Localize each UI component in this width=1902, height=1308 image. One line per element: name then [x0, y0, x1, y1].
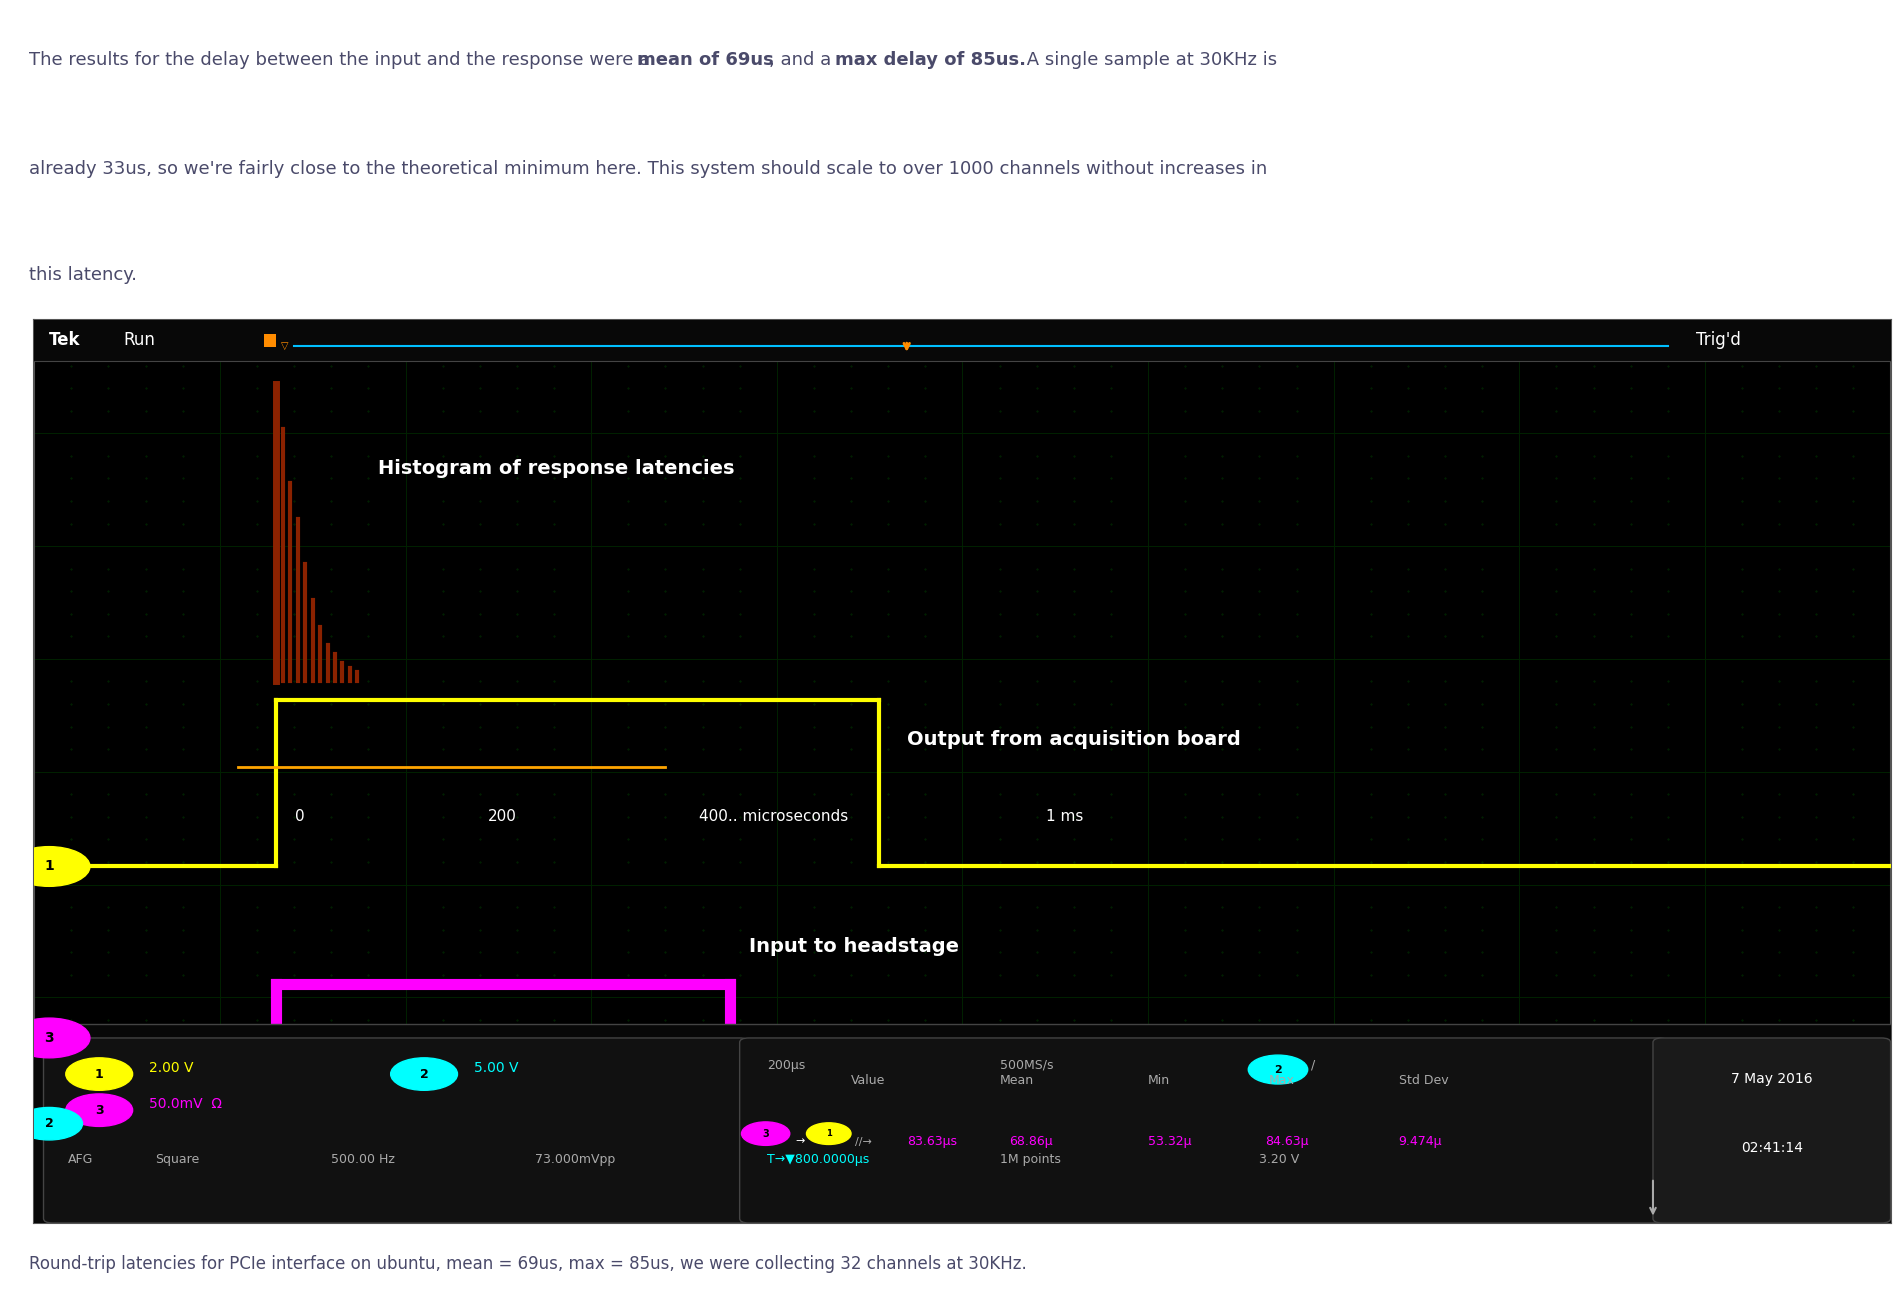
- Text: 50.0mV  Ω: 50.0mV Ω: [150, 1097, 223, 1110]
- Text: 3: 3: [44, 1031, 53, 1045]
- Text: 73.000mVpp: 73.000mVpp: [536, 1152, 616, 1165]
- Bar: [34, 1024, 1891, 1223]
- Text: T: T: [266, 335, 274, 345]
- Text: Input to headstage: Input to headstage: [749, 938, 959, 956]
- FancyBboxPatch shape: [1653, 1039, 1891, 1223]
- Text: max delay of 85us.: max delay of 85us.: [835, 51, 1027, 69]
- Text: 68.86μ: 68.86μ: [1008, 1135, 1052, 1148]
- Circle shape: [1248, 1056, 1309, 1084]
- Text: 1 ms: 1 ms: [1046, 810, 1084, 824]
- Text: 0: 0: [295, 810, 304, 824]
- Text: 500.00 Hz: 500.00 Hz: [331, 1152, 396, 1165]
- Text: this latency.: this latency.: [29, 266, 137, 284]
- Text: Output from acquisition board: Output from acquisition board: [907, 730, 1240, 748]
- Text: Histogram of response latencies: Histogram of response latencies: [378, 459, 734, 477]
- Text: Tek: Tek: [49, 331, 80, 349]
- Text: 2: 2: [1274, 1065, 1282, 1075]
- Text: Value: Value: [850, 1074, 886, 1087]
- FancyBboxPatch shape: [740, 1039, 1668, 1223]
- Text: 1: 1: [825, 1129, 831, 1138]
- Text: Run: Run: [124, 331, 156, 349]
- Text: 5.00 V: 5.00 V: [474, 1061, 519, 1075]
- Text: Mean: Mean: [1000, 1074, 1033, 1087]
- Text: ▽: ▽: [281, 340, 289, 351]
- Text: 53.32μ: 53.32μ: [1149, 1135, 1191, 1148]
- Text: Round-trip latencies for PCIe interface on ubuntu, mean = 69us, max = 85us, we w: Round-trip latencies for PCIe interface …: [29, 1254, 1027, 1273]
- Text: //→: //→: [854, 1137, 871, 1147]
- Text: 1: 1: [95, 1067, 103, 1080]
- Text: 2: 2: [420, 1067, 428, 1080]
- Text: 1M points: 1M points: [1000, 1152, 1061, 1165]
- Circle shape: [806, 1122, 850, 1144]
- Text: mean of 69us: mean of 69us: [637, 51, 774, 69]
- Text: 2: 2: [46, 1117, 53, 1130]
- Text: 02:41:14: 02:41:14: [1740, 1141, 1803, 1155]
- Text: 83.63μs: 83.63μs: [907, 1135, 957, 1148]
- Circle shape: [67, 1093, 133, 1126]
- Text: 2.00 V: 2.00 V: [150, 1061, 194, 1075]
- Circle shape: [67, 1058, 133, 1091]
- Circle shape: [15, 1108, 82, 1141]
- FancyBboxPatch shape: [44, 1039, 749, 1223]
- Text: 3: 3: [763, 1129, 768, 1139]
- Text: AFG: AFG: [68, 1152, 93, 1165]
- Text: 200μs: 200μs: [768, 1058, 806, 1071]
- Text: T→▼800.0000μs: T→▼800.0000μs: [768, 1152, 869, 1165]
- Circle shape: [742, 1122, 789, 1146]
- Text: Trig'd: Trig'd: [1697, 331, 1740, 349]
- Text: , and a: , and a: [770, 51, 837, 69]
- Text: 1: 1: [44, 859, 53, 874]
- Circle shape: [390, 1058, 458, 1091]
- Text: 7 May 2016: 7 May 2016: [1731, 1071, 1813, 1086]
- Text: 9.474μ: 9.474μ: [1398, 1135, 1442, 1148]
- Text: Square: Square: [154, 1152, 200, 1165]
- Text: →: →: [795, 1137, 805, 1147]
- Text: Max: Max: [1269, 1074, 1295, 1087]
- Circle shape: [8, 1018, 89, 1058]
- Text: 200: 200: [487, 810, 517, 824]
- Text: 3: 3: [95, 1104, 103, 1117]
- Text: /: /: [1310, 1058, 1316, 1071]
- Text: already 33us, so we're fairly close to the theoretical minimum here. This system: already 33us, so we're fairly close to t…: [29, 160, 1267, 178]
- Text: Min: Min: [1149, 1074, 1170, 1087]
- Text: 3.20 V: 3.20 V: [1259, 1152, 1299, 1165]
- Circle shape: [8, 846, 89, 887]
- Bar: [34, 320, 1891, 361]
- Text: The results for the delay between the input and the response were a: The results for the delay between the in…: [29, 51, 656, 69]
- Text: Std Dev: Std Dev: [1398, 1074, 1447, 1087]
- Text: 84.63μ: 84.63μ: [1265, 1135, 1309, 1148]
- Text: 500MS/s: 500MS/s: [1000, 1058, 1054, 1071]
- Text: 400.. microseconds: 400.. microseconds: [698, 810, 848, 824]
- Text: A single sample at 30KHz is: A single sample at 30KHz is: [1021, 51, 1276, 69]
